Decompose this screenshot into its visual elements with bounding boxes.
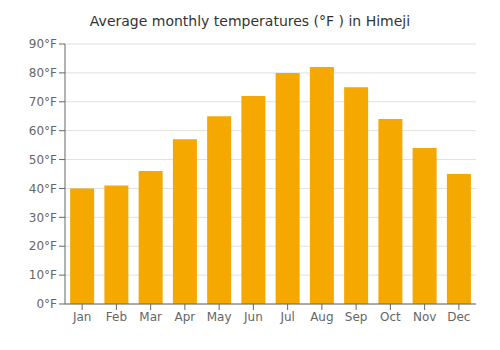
svg-text:20°F: 20°F	[29, 239, 57, 253]
svg-text:Jul: Jul	[279, 310, 294, 324]
svg-text:10°F: 10°F	[29, 268, 57, 282]
svg-text:Nov: Nov	[413, 310, 436, 324]
svg-text:May: May	[207, 310, 232, 324]
svg-text:0°F: 0°F	[36, 297, 57, 311]
svg-text:Dec: Dec	[447, 310, 470, 324]
svg-text:40°F: 40°F	[29, 182, 57, 196]
svg-text:Aug: Aug	[310, 310, 333, 324]
svg-text:Mar: Mar	[139, 310, 162, 324]
html-text:Average monthly temperatures (: Average monthly temperatures (°F ) in Hi…	[89, 13, 411, 29]
svg-text:Apr: Apr	[174, 310, 195, 324]
svg-text:Feb: Feb	[106, 310, 127, 324]
svg-text:Sep: Sep	[345, 310, 368, 324]
svg-text:70°F: 70°F	[29, 95, 57, 109]
svg-text:60°F: 60°F	[29, 124, 57, 138]
svg-text:90°F: 90°F	[29, 37, 57, 51]
svg-text:80°F: 80°F	[29, 66, 57, 80]
svg-text:Jun: Jun	[243, 310, 263, 324]
svg-text:30°F: 30°F	[29, 211, 57, 225]
svg-text:Jan: Jan	[72, 310, 92, 324]
svg-text:50°F: 50°F	[29, 153, 57, 167]
svg-text:Oct: Oct	[380, 310, 401, 324]
